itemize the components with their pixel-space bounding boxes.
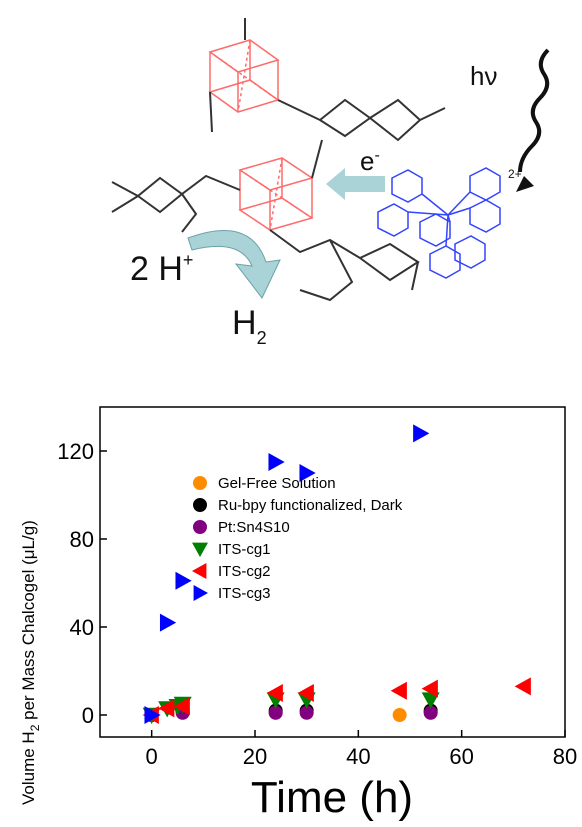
x-tick-label: 40 (346, 744, 370, 769)
electron-arrow-icon (326, 168, 385, 200)
data-point (266, 684, 283, 702)
data-point (268, 705, 283, 720)
reaction-scheme: hν 2+ e- 2 H+ H2 (111, 18, 550, 348)
data-point (413, 424, 430, 443)
x-tick-label: 0 (146, 744, 158, 769)
ru-bpy-complex (377, 167, 501, 279)
data-point (423, 705, 438, 720)
x-tick-label: 80 (553, 744, 577, 769)
x-tick-label: 20 (243, 744, 267, 769)
data-point (159, 613, 177, 632)
legend-label: Pt:Sn4S10 (218, 519, 290, 536)
legend-label: ITS-cg1 (218, 541, 271, 558)
data-marks (142, 424, 531, 724)
data-point (390, 681, 407, 700)
light-arrow-head (516, 176, 534, 192)
label-h2: H2 (232, 304, 267, 348)
y-tick-label: 120 (57, 439, 94, 464)
data-point (299, 464, 316, 482)
legend-label: Gel-Free Solution (218, 475, 336, 492)
legend-marker (193, 476, 207, 490)
data-point (268, 453, 285, 471)
data-point (297, 684, 314, 702)
legend-label: Ru-bpy functionalized, Dark (218, 497, 403, 514)
y-axis-label: Volume H2 per Mass Chalcogel (μL/g) (19, 520, 42, 805)
data-point (175, 571, 192, 590)
data-point (158, 699, 175, 718)
legend: Gel-Free Solution Ru-bpy functionalized, … (192, 475, 403, 602)
legend-marker (192, 542, 208, 557)
data-point (173, 697, 190, 716)
legend-marker (193, 520, 207, 534)
label-charge: 2+ (508, 167, 522, 181)
label-hv: hν (470, 61, 497, 91)
label-protons: 2 H+ (130, 250, 193, 288)
fe-cluster-lower (238, 157, 314, 231)
data-point (421, 692, 440, 709)
legend-label: ITS-cg3 (218, 585, 271, 602)
h2-evolution-chart: 0 20 40 60 80 0 40 80 120 Gel-Free Solution Ru-bp… (19, 406, 577, 822)
legend-marker (193, 498, 207, 512)
y-tick-label: 40 (70, 615, 94, 640)
legend-label: ITS-cg2 (218, 563, 271, 580)
data-point (144, 706, 161, 724)
x-tick-label: 60 (449, 744, 473, 769)
legend-marker (192, 563, 207, 579)
proton-reduction-arrow-icon (187, 230, 281, 299)
legend-marker (193, 585, 208, 601)
light-wave-icon (518, 48, 550, 173)
label-electron: e- (360, 146, 380, 176)
data-point (392, 708, 407, 722)
y-tick-label: 80 (70, 527, 94, 552)
plot-frame (99, 406, 566, 738)
y-tick-label: 0 (82, 703, 94, 728)
x-axis-label: Time (h) (251, 773, 413, 822)
data-point (514, 677, 531, 696)
fe-cluster-upper (208, 39, 280, 113)
data-point (421, 679, 438, 698)
data-point (299, 705, 314, 720)
axis-ticks: 0 20 40 60 80 0 40 80 120 (57, 439, 577, 769)
sn-s-linkers (111, 18, 446, 302)
